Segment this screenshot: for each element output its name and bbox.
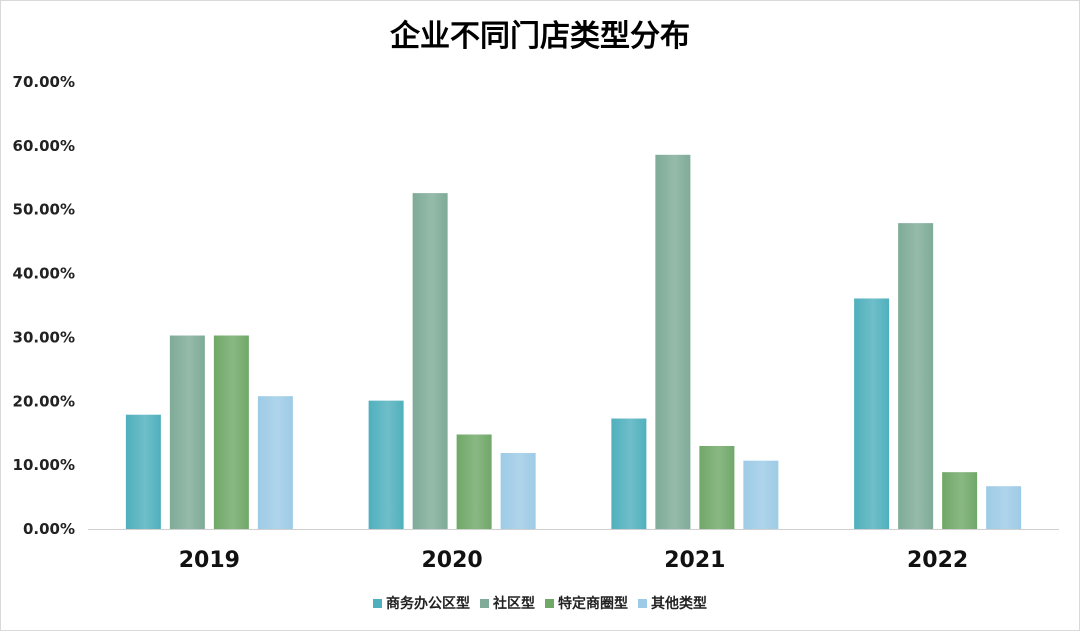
legend-item: 特定商圈型 [545,593,628,613]
bar [655,154,691,529]
y-tick-label: 30.00% [13,328,75,346]
chart-legend: 商务办公区型 社区型 特定商圈型 其他类型 [1,593,1079,613]
bar [213,335,249,529]
bar [125,414,161,529]
legend-label: 社区型 [493,596,535,612]
legend-label: 特定商圈型 [558,596,628,612]
legend-label: 商务办公区型 [386,596,470,612]
bar [500,453,536,529]
bar [942,472,978,529]
legend-swatch [373,598,382,608]
legend-swatch [545,598,554,608]
legend-item: 其他类型 [638,593,707,613]
bar [854,298,890,529]
bar [898,223,934,530]
y-tick-label: 70.00% [13,73,75,91]
legend-label: 其他类型 [651,596,707,612]
bar [699,445,735,529]
legend-swatch [480,598,489,608]
bar [412,193,448,529]
bar [368,400,404,529]
y-tick-label: 20.00% [13,392,75,410]
y-tick-label: 50.00% [13,201,75,219]
bar [743,460,779,529]
x-tick-label: 2019 [179,548,240,573]
x-tick-label: 2020 [422,548,483,573]
bar [611,418,647,529]
legend-item: 商务办公区型 [373,593,470,613]
y-tick-label: 60.00% [13,137,75,155]
legend-swatch [638,598,647,608]
y-tick-label: 10.00% [13,456,75,474]
bar [257,396,293,529]
x-tick-label: 2022 [907,548,968,573]
y-tick-label: 0.00% [23,520,75,538]
x-tick-label: 2021 [664,548,725,573]
legend-item: 社区型 [480,593,535,613]
bar [169,335,205,529]
bar [456,434,492,529]
bar [986,486,1022,529]
chart-title: 企业不同门店类型分布 [390,19,690,54]
y-tick-label: 40.00% [13,265,75,283]
